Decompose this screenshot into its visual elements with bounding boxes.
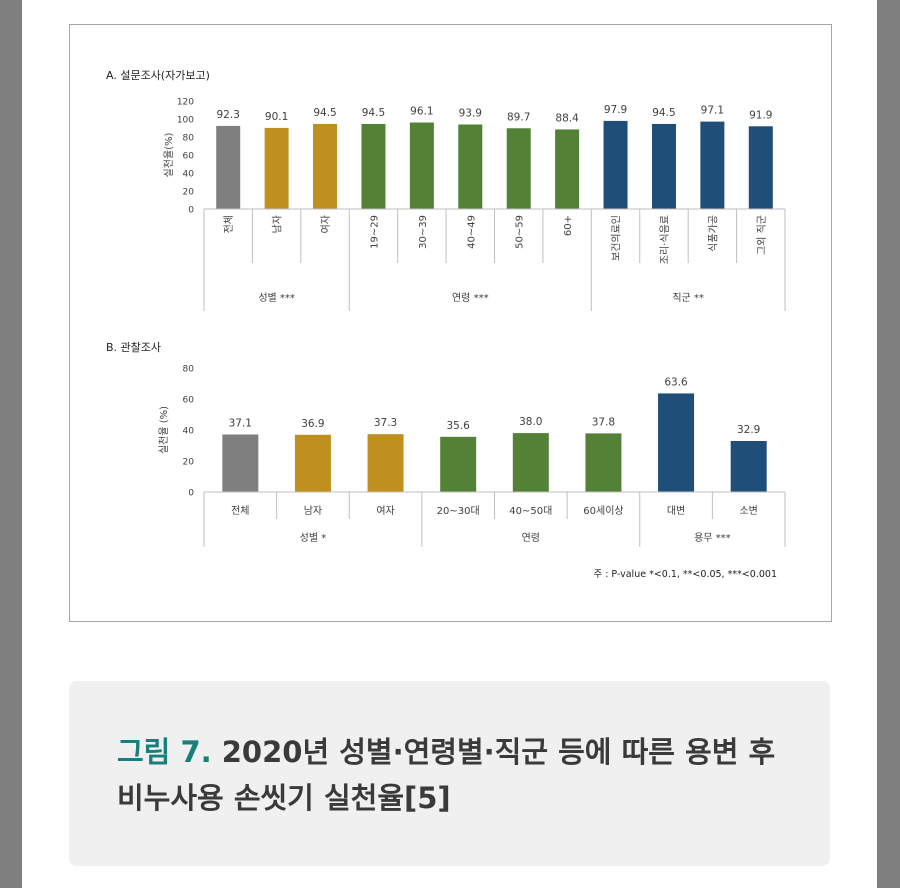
chart-a-value-label: 96.1 <box>410 106 433 118</box>
chart-a-bar <box>458 124 483 209</box>
chart-b-y-axis-label: 실천율 (%) <box>158 406 170 454</box>
chart-a-bar <box>506 128 531 209</box>
chart-b-value-label: 32.9 <box>737 424 760 436</box>
chart-b-value-label: 36.9 <box>301 418 324 430</box>
chart-a-value-label: 94.5 <box>362 107 385 119</box>
chart-a-bar <box>555 129 580 209</box>
chart-a-bar <box>409 122 434 209</box>
chart-b-y-tick-label: 40 <box>183 427 195 437</box>
chart-b-y-tick-label: 80 <box>183 365 195 375</box>
chart-b-value-label: 35.6 <box>446 420 470 432</box>
chart-a-bar <box>313 123 338 209</box>
chart-a-bar <box>651 123 676 209</box>
chart-b-bar <box>585 433 622 492</box>
chart-a-value-label: 93.9 <box>459 107 482 119</box>
caption-prefix: 그림 7. <box>117 735 212 769</box>
chart-a-category-label: 40~49 <box>466 215 477 249</box>
chart-a-value-label: 88.4 <box>555 112 579 124</box>
chart-b-value-label: 37.3 <box>374 417 397 429</box>
chart-b-y-tick-label: 60 <box>183 396 195 406</box>
bar-charts: A. 설문조사(자가보고) 0 20 40 60 80 100 120 실천율(%) 92.3 전체… <box>106 69 786 580</box>
chart-a-y-tick-label: 20 <box>183 188 195 198</box>
chart-a-category-label: 보건의료인 <box>611 215 623 261</box>
chart-b-value-label: 63.6 <box>664 376 688 388</box>
chart-b-category-label: 60세이상 <box>583 505 623 517</box>
chart-b-bar <box>658 393 695 492</box>
chart-a-y-tick-label: 0 <box>188 206 194 216</box>
chart-b-title: B. 관찰조사 <box>106 341 161 354</box>
chart-b-bar <box>367 434 404 492</box>
chart-a-y-tick-label: 80 <box>183 134 195 144</box>
chart-a-y-tick-label: 100 <box>177 116 194 126</box>
chart-a-category-label: 그외 직군 <box>756 215 768 255</box>
page: A. 설문조사(자가보고) 0 20 40 60 80 100 120 실천율(%) 92.3 전체… <box>22 0 877 888</box>
chart-a-category-label: 19~29 <box>369 215 380 249</box>
chart-a-value-label: 97.1 <box>701 105 724 117</box>
chart-b-value-label: 38.0 <box>519 416 542 428</box>
chart-b-category-label: 전체 <box>231 505 249 517</box>
chart-a-category-label: 식품가공 <box>707 215 719 252</box>
chart-b-group-label: 용무 *** <box>694 532 731 544</box>
chart-a-value-label: 92.3 <box>217 109 240 121</box>
chart-a-value-label: 94.5 <box>313 107 336 119</box>
chart-a-category-label: 여자 <box>320 215 332 233</box>
chart-a-y-tick-label: 40 <box>183 170 195 180</box>
chart-b-bar <box>512 433 549 492</box>
chart-a-category-label: 조리·식음료 <box>659 215 671 264</box>
chart-a-value-label: 97.9 <box>604 104 627 116</box>
chart-a-bar <box>264 127 289 209</box>
chart-b-bar <box>222 434 259 492</box>
figure-frame: A. 설문조사(자가보고) 0 20 40 60 80 100 120 실천율(%) 92.3 전체… <box>69 24 832 622</box>
chart-a-bar <box>603 120 628 209</box>
chart-b-category-label: 소변 <box>739 505 757 517</box>
chart-b-value-label: 37.8 <box>592 416 615 428</box>
chart-a-group-label: 직군 ** <box>672 292 704 304</box>
caption-box: 그림 7. 2020년 성별·연령별·직군 등에 따른 용변 후 비누사용 손씻… <box>69 681 830 866</box>
chart-a-group-label: 연령 *** <box>452 292 489 304</box>
chart-b-bar <box>730 441 767 492</box>
chart-b-category-label: 남자 <box>304 505 322 517</box>
chart-b-value-label: 37.1 <box>229 417 252 429</box>
chart-b-bar <box>440 436 477 492</box>
chart-a-bar <box>700 121 725 209</box>
chart-a-bar <box>748 126 773 209</box>
chart-b-category-label: 20~30대 <box>437 505 480 517</box>
caption-text: 2020년 성별·연령별·직군 등에 따른 용변 후 비누사용 손씻기 실천율[… <box>117 735 776 815</box>
chart-a-bar <box>361 123 386 209</box>
chart-a-category-label: 남자 <box>272 215 284 233</box>
chart-b-category-label: 대변 <box>667 505 685 517</box>
chart-b-category-label: 40~50대 <box>509 505 552 517</box>
chart-a-category-label: 30~39 <box>418 215 429 249</box>
chart-b-category-label: 여자 <box>376 505 394 517</box>
chart-b-y-tick-label: 0 <box>188 489 194 499</box>
chart-a-y-axis-label: 실천율(%) <box>163 132 175 177</box>
chart-a-title: A. 설문조사(자가보고) <box>106 69 210 82</box>
chart-a-y-tick-label: 60 <box>183 152 195 162</box>
chart-a-category-label: 60+ <box>563 215 574 236</box>
chart-b-bar <box>294 434 331 492</box>
chart-b-group-label: 연령 <box>522 532 540 544</box>
chart-a-value-label: 89.7 <box>507 111 530 123</box>
chart-b-footnote: 주 : P-value *<0.1, **<0.05, ***<0.001 <box>593 569 777 580</box>
chart-b-group-label: 성별 * <box>300 532 327 544</box>
chart-a-value-label: 94.5 <box>652 107 675 119</box>
chart-b-y-tick-label: 20 <box>183 458 195 468</box>
chart-a-y-tick-label: 120 <box>177 98 194 108</box>
chart-a-bar <box>216 125 241 209</box>
chart-a-group-label: 성별 *** <box>258 292 295 304</box>
figure-caption: 그림 7. 2020년 성별·연령별·직군 등에 따른 용변 후 비누사용 손씻… <box>117 729 797 821</box>
chart-a-value-label: 91.9 <box>749 109 772 121</box>
chart-a-category-label: 50~59 <box>515 215 526 249</box>
chart-a-value-label: 90.1 <box>265 111 288 123</box>
chart-a-category-label: 전체 <box>223 215 235 233</box>
